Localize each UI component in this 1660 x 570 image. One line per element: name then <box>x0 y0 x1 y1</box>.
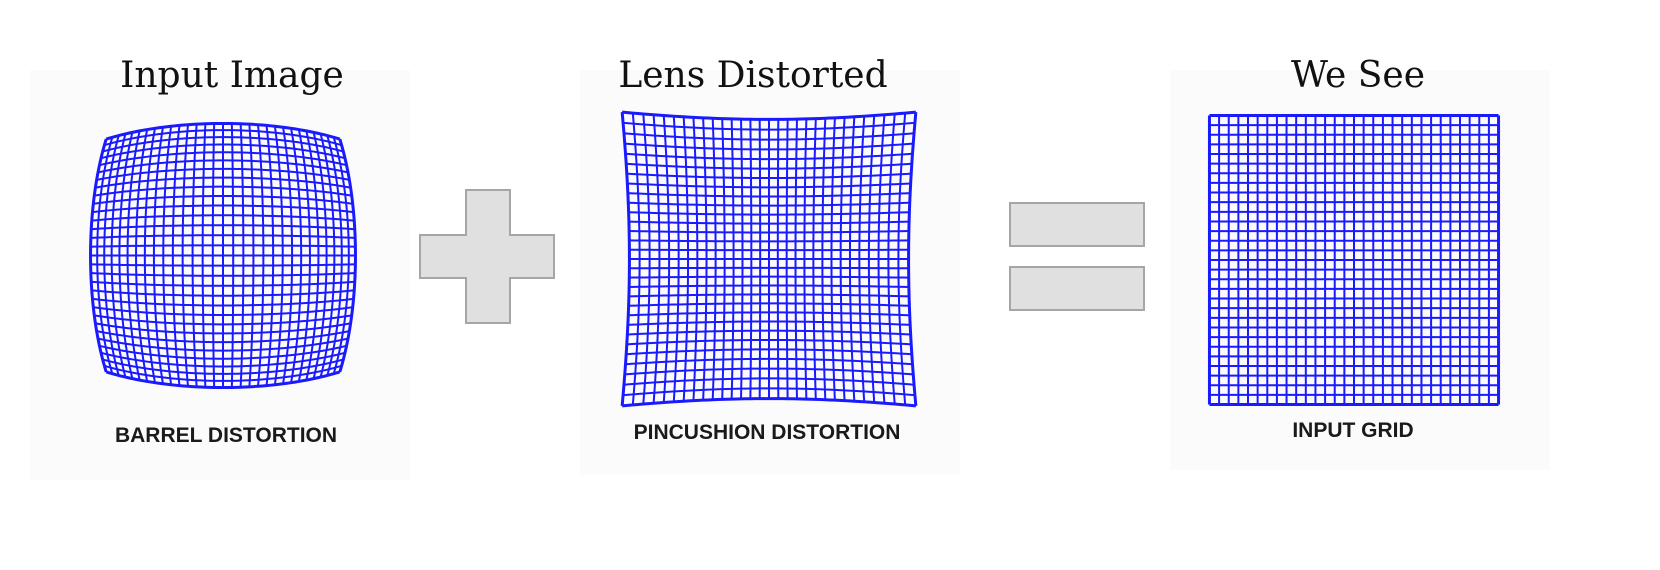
barrel-distortion-grid <box>89 121 357 390</box>
grid-line-vertical <box>887 113 896 405</box>
grid-line-vertical <box>312 132 328 379</box>
grid-line-vertical <box>620 112 631 406</box>
pincushion-panel-title: Lens Distorted <box>618 55 888 96</box>
pincushion-distortion-grid <box>620 110 918 408</box>
grid-line-horizontal <box>102 358 344 375</box>
grid-line-horizontal <box>104 364 342 382</box>
pincushion-distortion-caption: PINCUSHION DISTORTION <box>633 421 901 444</box>
grid-line-horizontal <box>99 344 347 360</box>
grid-line-horizontal <box>97 337 349 352</box>
grid-line-vertical <box>332 137 350 374</box>
grid-line-horizontal <box>626 348 912 356</box>
grid-line-vertical <box>785 119 789 399</box>
plus-sign-icon <box>419 189 555 324</box>
input-grid <box>1207 113 1501 407</box>
barrel-distortion-caption: BARREL DISTORTION <box>114 424 338 447</box>
grid-line-horizontal <box>105 370 341 390</box>
grid-line-horizontal <box>622 110 916 121</box>
grid-line-vertical <box>319 133 336 378</box>
grid-line-horizontal <box>625 357 913 366</box>
barrel-panel-title: Input Image <box>120 55 344 96</box>
equals-sign-icon <box>1009 202 1145 311</box>
grid-line-horizontal <box>100 351 346 368</box>
grid-line-horizontal <box>622 387 916 397</box>
grid-line-horizontal <box>624 367 914 376</box>
grid-line-horizontal <box>622 397 916 408</box>
grid-line-horizontal <box>623 377 915 386</box>
grid-line-vertical <box>338 138 357 373</box>
input-grid-caption: INPUT GRID <box>1292 419 1414 442</box>
grid-line-vertical <box>877 114 886 404</box>
grid-line-vertical <box>907 112 918 406</box>
grid-line-horizontal <box>629 275 909 279</box>
grid-line-vertical <box>867 115 876 403</box>
grid-line-vertical <box>897 112 907 406</box>
grid-line-vertical <box>326 135 343 376</box>
grid-line-vertical <box>89 138 108 373</box>
input-grid-panel-title: We See <box>1290 55 1426 96</box>
